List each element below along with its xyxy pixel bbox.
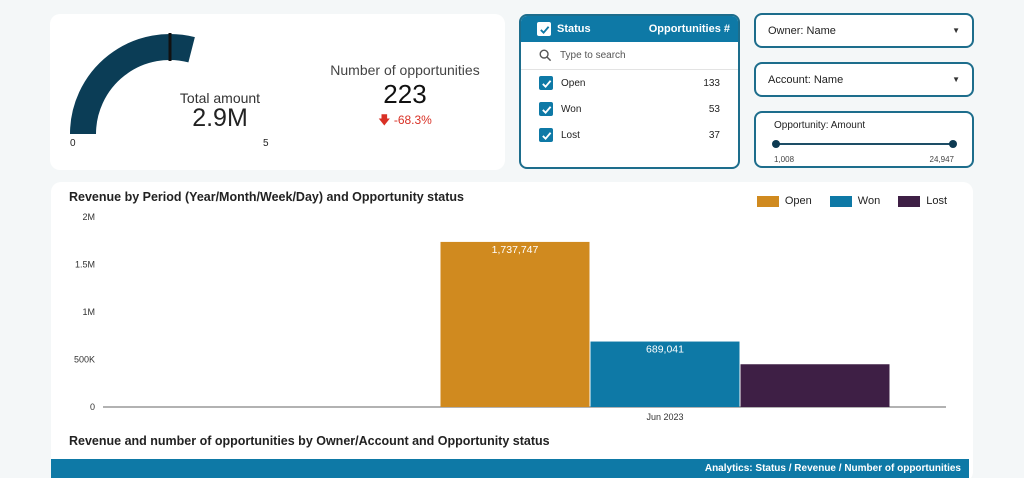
status-row-open[interactable]: Open 133	[521, 70, 738, 96]
status-filter: Status Opportunities # Type to search Op…	[519, 14, 740, 169]
check-icon	[541, 131, 551, 140]
status-row-lost[interactable]: Lost 37	[521, 122, 738, 148]
y-tick-label: 1.5M	[75, 260, 95, 270]
status-row-label: Lost	[561, 129, 580, 141]
amount-max-value: 24,947	[929, 155, 954, 164]
legend-item-open[interactable]: Open	[756, 195, 812, 207]
legend-swatch	[756, 195, 779, 207]
legend-item-won[interactable]: Won	[829, 195, 881, 207]
status-row-label: Open	[561, 77, 586, 89]
table-header: Analytics: Status / Revenue / Number of …	[51, 459, 969, 478]
bar-lost[interactable]	[740, 364, 890, 407]
bar-data-label: 1,737,747	[492, 244, 539, 256]
revenue-bar-chart: 0 500K 1M 1.5M 2M 1,737,747 689,041 Jun 2023	[74, 212, 946, 422]
y-tick-label: 2M	[82, 212, 95, 222]
check-icon	[539, 25, 549, 34]
y-tick-label: 500K	[74, 355, 95, 365]
gauge-value: 2.9M	[192, 104, 248, 132]
status-lost-checkbox[interactable]	[539, 128, 553, 142]
legend-label: Lost	[926, 195, 947, 207]
status-filter-header: Status Opportunities #	[521, 16, 738, 42]
opportunities-column-header[interactable]: Opportunities #	[648, 23, 730, 35]
gauge-min-label: 0	[70, 138, 76, 149]
status-row-label: Won	[561, 103, 582, 115]
status-open-checkbox[interactable]	[539, 76, 553, 90]
owner-dropdown-label: Owner: Name	[768, 24, 836, 37]
x-tick-label: Jun 2023	[646, 412, 683, 422]
gauge-chart	[70, 33, 195, 135]
gauge-caption: Total amount	[179, 90, 261, 106]
status-search-input[interactable]: Type to search	[560, 50, 626, 61]
status-row-count: 133	[703, 77, 720, 89]
search-icon	[539, 49, 552, 62]
amount-filter-label: Opportunity: Amount	[774, 120, 866, 131]
status-column-header[interactable]: Status	[557, 23, 591, 35]
opportunities-count: 223	[383, 79, 427, 109]
opportunities-title: Number of opportunities	[330, 62, 480, 78]
legend-label: Won	[857, 195, 881, 207]
y-tick-label: 0	[90, 402, 95, 412]
account-dropdown[interactable]: Account: Name ▼	[754, 62, 974, 97]
select-all-checkbox[interactable]	[537, 22, 551, 36]
revenue-chart-card: 0 500K 1M 1.5M 2M 1,737,747 689,041 Jun 2023 Re…	[51, 182, 973, 478]
caret-down-icon: ▼	[952, 75, 960, 84]
status-row-count: 37	[708, 129, 720, 141]
status-row-count: 53	[708, 103, 720, 115]
bar-data-label: 689,041	[646, 344, 684, 356]
amount-min-value: 1,008	[774, 155, 795, 164]
opportunities-kpi: Number of opportunities 223 🡇 -68.3%	[305, 62, 505, 132]
amount-slider-max-handle[interactable]	[949, 140, 957, 148]
check-icon	[541, 79, 551, 88]
check-icon	[541, 105, 551, 114]
arrow-down-icon: 🡇	[378, 113, 391, 127]
amount-slider-track[interactable]	[776, 143, 953, 145]
amount-range-filter: Opportunity: Amount 1,008 24,947	[754, 111, 974, 168]
y-tick-label: 1M	[82, 307, 95, 317]
status-search[interactable]: Type to search	[521, 42, 738, 70]
account-dropdown-label: Account: Name	[768, 73, 844, 86]
opportunities-delta-value: -68.3%	[393, 113, 432, 127]
opportunities-delta: 🡇 -68.3%	[305, 111, 505, 132]
amount-slider-min-handle[interactable]	[772, 140, 780, 148]
chart-title: Revenue by Period (Year/Month/Week/Day) …	[69, 190, 464, 204]
caret-down-icon: ▼	[952, 26, 960, 35]
status-won-checkbox[interactable]	[539, 102, 553, 116]
legend-swatch	[829, 195, 852, 207]
table-title: Revenue and number of opportunities by O…	[69, 434, 550, 448]
status-row-won[interactable]: Won 53	[521, 96, 738, 122]
legend-item-lost[interactable]: Lost	[898, 195, 947, 207]
legend-swatch	[898, 195, 921, 207]
owner-dropdown[interactable]: Owner: Name ▼	[754, 13, 974, 48]
bar-won[interactable]	[590, 341, 740, 407]
gauge-max-label: 5	[263, 138, 269, 149]
kpi-card: Total amount 2.9M 0 5 Number of opportun…	[50, 14, 505, 170]
legend-label: Open	[784, 195, 812, 207]
bar-open[interactable]	[440, 241, 590, 407]
chart-legend: Open Won Lost	[739, 195, 947, 207]
